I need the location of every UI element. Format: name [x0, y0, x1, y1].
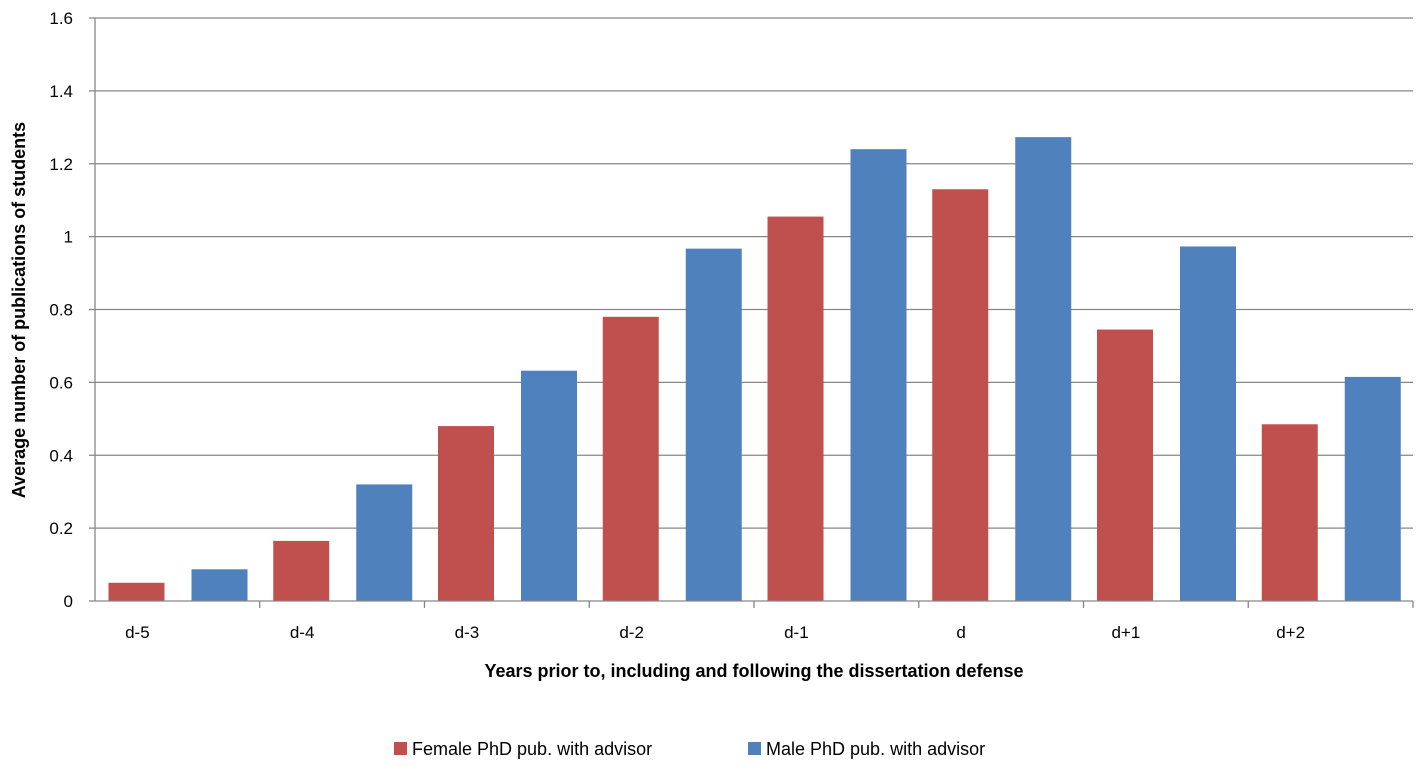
- y-tick-label: 1.4: [49, 82, 73, 101]
- x-tick-label: d-2: [619, 623, 644, 642]
- legend: Female PhD pub. with advisor Male PhD pub…: [394, 739, 985, 759]
- legend-swatch: [748, 742, 761, 755]
- legend-label: Male PhD pub. with advisor: [766, 739, 985, 759]
- legend-label: Female PhD pub. with advisor: [412, 739, 652, 759]
- legend-item-male: Male PhD pub. with advisor: [748, 739, 985, 759]
- bar-female-d-4: [273, 540, 330, 601]
- y-tick-label: 0.6: [49, 373, 73, 392]
- bar-male-d-5: [191, 569, 248, 601]
- bar-male-d-4: [356, 484, 413, 601]
- y-tick-label: 1: [64, 228, 73, 247]
- bar-male-d-1: [850, 149, 907, 602]
- x-tick-label: d-1: [784, 623, 809, 642]
- bar-female-d+2: [1261, 424, 1318, 601]
- axes: [89, 17, 1414, 608]
- y-tick-label: 1.6: [49, 9, 73, 28]
- x-tick-label: d-4: [290, 623, 315, 642]
- x-tick-label: d+1: [1111, 623, 1140, 642]
- tick-labels: 0 0.2 0.4 0.6 0.8 1 1.2 1.4 1.6 d-5 d-4 d-3 d-2 d-1 d d…: [49, 9, 1305, 642]
- bar-female-d-2: [602, 316, 659, 601]
- x-tick-label: d-5: [125, 623, 150, 642]
- y-tick-label: 0.4: [49, 446, 73, 465]
- x-tick-label: d-3: [455, 623, 480, 642]
- bar-male-d: [1015, 137, 1072, 601]
- x-tick-label: d: [956, 623, 965, 642]
- legend-swatch: [394, 742, 407, 755]
- x-axis-title: Years prior to, including and following …: [484, 661, 1023, 681]
- bar-female-d+1: [1097, 329, 1153, 601]
- bars: [108, 137, 1401, 602]
- bar-male-d+1: [1180, 246, 1236, 601]
- bar-male-d-3: [521, 370, 577, 601]
- y-tick-label: 1.2: [49, 155, 73, 174]
- bar-female-d-5: [108, 582, 165, 601]
- bar-male-d-2: [685, 248, 742, 602]
- y-tick-label: 0.8: [49, 301, 73, 320]
- y-axis-title: Average number of publications of studen…: [9, 122, 29, 498]
- y-tick-label: 0.2: [49, 519, 73, 538]
- bar-male-d+2: [1344, 376, 1401, 601]
- bar-female-d-1: [767, 216, 824, 601]
- grid-lines: [95, 17, 1413, 529]
- bar-female-d-3: [438, 426, 494, 601]
- y-tick-label: 0: [64, 592, 73, 611]
- bar-female-d: [932, 189, 989, 601]
- x-tick-label: d+2: [1276, 623, 1305, 642]
- legend-item-female: Female PhD pub. with advisor: [394, 739, 652, 759]
